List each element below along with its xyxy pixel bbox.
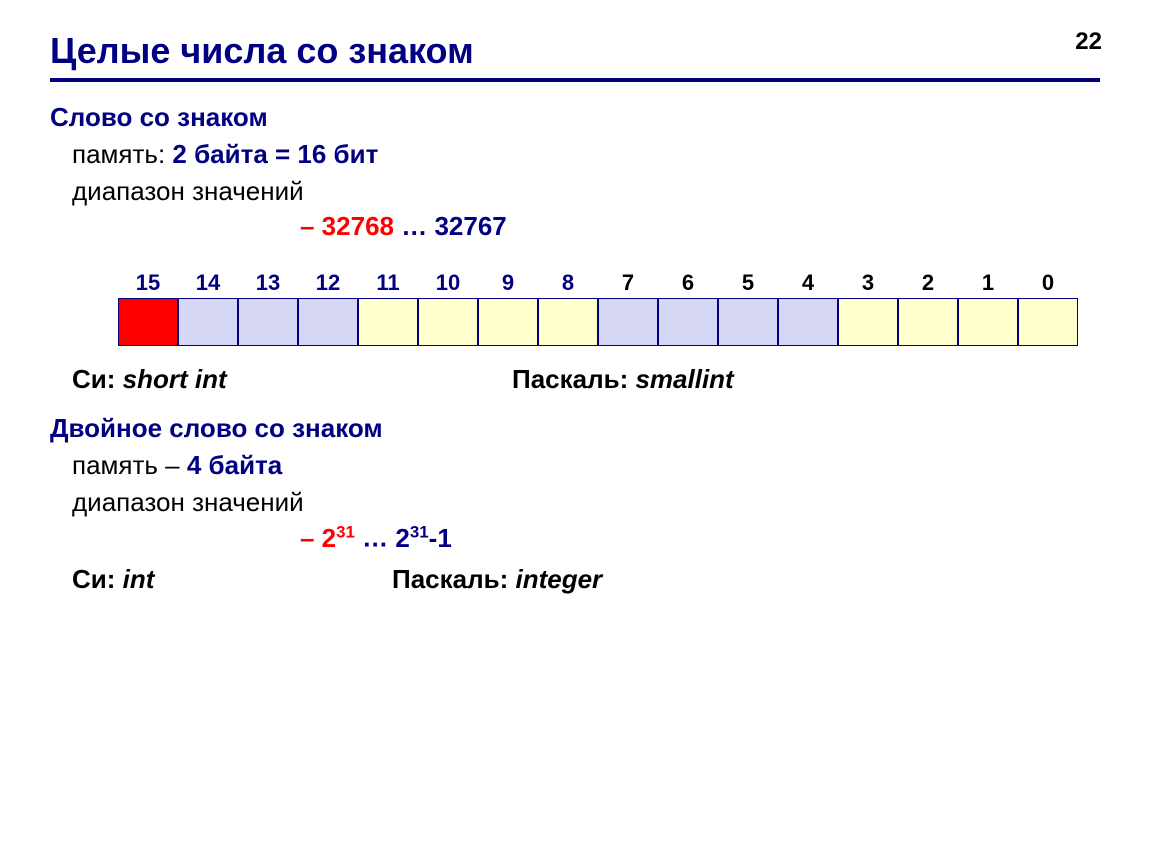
word-c-label: Си: — [72, 364, 123, 394]
bit-label: 1 — [958, 270, 1018, 296]
word-c: Си: short int — [72, 364, 512, 395]
bit-cell — [238, 298, 298, 346]
dword-pascal-type: integer — [515, 564, 602, 594]
section-dword-heading: Двойное слово со знаком — [50, 413, 1100, 444]
bit-label: 15 — [118, 270, 178, 296]
bit-cell — [418, 298, 478, 346]
word-memory-value: 2 байта = 16 бит — [172, 139, 378, 169]
dword-memory-line: память – 4 байта — [72, 450, 1100, 481]
dword-range-value: – 231 … 231-1 — [300, 522, 1100, 554]
dword-c-label: Си: — [72, 564, 123, 594]
bit-cell — [598, 298, 658, 346]
dword-memory-value: 4 байта — [187, 450, 282, 480]
page-number: 22 — [1075, 28, 1102, 56]
bit-label: 8 — [538, 270, 598, 296]
bit-label: 5 — [718, 270, 778, 296]
bit-label: 2 — [898, 270, 958, 296]
bit-cell — [358, 298, 418, 346]
word-range-min: – 32768 — [300, 211, 394, 241]
dword-range-min: – 231 — [300, 523, 355, 553]
dword-range-ellipsis: … — [355, 523, 395, 553]
dword-range-label: диапазон значений — [72, 487, 1100, 518]
bit-label: 13 — [238, 270, 298, 296]
word-lang-row: Си: short int Паскаль: smallint — [72, 364, 1100, 395]
page-title: Целые числа со знаком — [50, 30, 1100, 72]
dword-range-max: 231-1 — [395, 523, 451, 553]
bit-label: 10 — [418, 270, 478, 296]
dword-pascal: Паскаль: integer — [392, 564, 1100, 595]
bit-label: 11 — [358, 270, 418, 296]
word-pascal-type: smallint — [635, 364, 733, 394]
bit-cell — [898, 298, 958, 346]
title-underline — [50, 78, 1100, 82]
word-pascal-label: Паскаль: — [512, 364, 635, 394]
dword-c-type: int — [123, 564, 155, 594]
bit-label: 14 — [178, 270, 238, 296]
bit-cell — [658, 298, 718, 346]
bit-labels-row: 1514131211109876543210 — [118, 270, 1078, 296]
section-word-heading: Слово со знаком — [50, 102, 1100, 133]
word-memory-line: память: 2 байта = 16 бит — [72, 139, 1100, 170]
bit-cells-row — [118, 298, 1078, 346]
bit-cell — [298, 298, 358, 346]
bit-cell — [958, 298, 1018, 346]
bit-label: 4 — [778, 270, 838, 296]
word-pascal: Паскаль: smallint — [512, 364, 1100, 395]
word-range-max: 32767 — [434, 211, 506, 241]
dword-memory-label: память – — [72, 450, 187, 480]
dword-c: Си: int — [72, 564, 392, 595]
bit-label: 6 — [658, 270, 718, 296]
bit-cell — [1018, 298, 1078, 346]
bit-cell — [178, 298, 238, 346]
word-c-type: short int — [123, 364, 227, 394]
bit-cell — [838, 298, 898, 346]
bit-cell — [778, 298, 838, 346]
bit-label: 9 — [478, 270, 538, 296]
word-range-value: – 32768 … 32767 — [300, 211, 1100, 242]
bit-cell — [718, 298, 778, 346]
bit-label: 3 — [838, 270, 898, 296]
dword-pascal-label: Паскаль: — [392, 564, 515, 594]
word-range-ellipsis: … — [394, 211, 434, 241]
bit-label: 0 — [1018, 270, 1078, 296]
bit-cell — [478, 298, 538, 346]
bit-label: 7 — [598, 270, 658, 296]
bit-cell — [538, 298, 598, 346]
word-range-label: диапазон значений — [72, 176, 1100, 207]
bit-cell — [118, 298, 178, 346]
word-memory-label: память: — [72, 139, 172, 169]
bit-diagram: 1514131211109876543210 — [118, 270, 1078, 346]
bit-label: 12 — [298, 270, 358, 296]
dword-lang-row: Си: int Паскаль: integer — [72, 564, 1100, 595]
slide: 22 Целые числа со знаком Слово со знаком… — [0, 0, 1150, 864]
